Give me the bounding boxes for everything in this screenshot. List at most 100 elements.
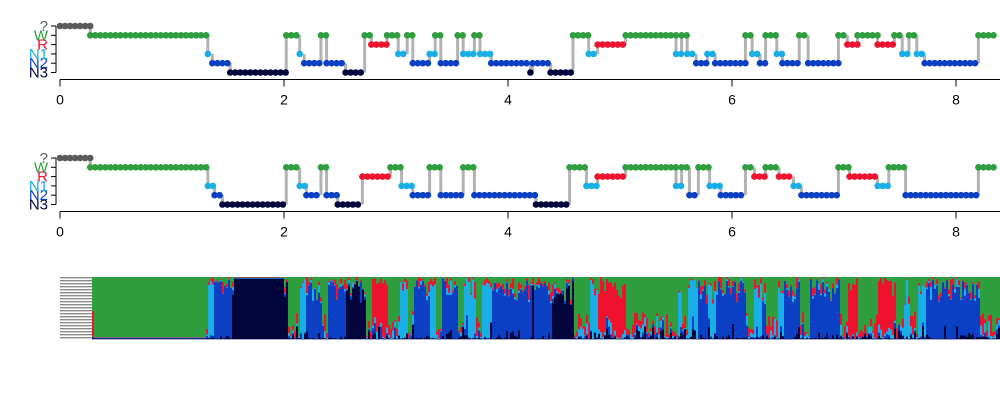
probability-band-N1 bbox=[812, 296, 815, 300]
probability-band-W bbox=[846, 277, 849, 322]
probability-band-W bbox=[314, 277, 317, 289]
probability-band-W bbox=[876, 277, 879, 315]
stage-point bbox=[459, 164, 467, 171]
probability-band-R bbox=[482, 283, 485, 285]
probability-band-N1 bbox=[134, 337, 137, 339]
probability-column bbox=[632, 277, 635, 340]
probability-band-N1 bbox=[304, 279, 307, 333]
probability-band-N3 bbox=[992, 338, 995, 340]
probability-column bbox=[242, 277, 245, 340]
stage-point bbox=[182, 32, 190, 39]
probability-column-unknown bbox=[82, 277, 84, 339]
probability-column bbox=[800, 277, 803, 340]
probability-band-N3 bbox=[648, 337, 651, 340]
probability-band-R bbox=[472, 277, 475, 280]
stage-segment-N1 bbox=[683, 50, 696, 58]
probability-band-N3 bbox=[812, 338, 815, 340]
probability-band-N2 bbox=[454, 287, 457, 340]
stage-point bbox=[249, 201, 256, 208]
probability-band-R bbox=[878, 280, 881, 325]
stage-point bbox=[845, 164, 852, 171]
probability-band-W bbox=[324, 277, 327, 315]
probability-band-N1 bbox=[352, 282, 355, 288]
probability-band-N1 bbox=[622, 334, 625, 339]
probability-band-W bbox=[524, 277, 527, 287]
stage-point bbox=[112, 32, 119, 39]
probability-band-N1 bbox=[814, 293, 817, 296]
unknown-hatch bbox=[78, 307, 80, 309]
stage-point bbox=[727, 59, 734, 67]
probability-band-W bbox=[436, 277, 439, 332]
probability-band-W bbox=[784, 277, 787, 282]
probability-band-W bbox=[508, 277, 511, 290]
probability-band-N3 bbox=[174, 338, 177, 340]
probability-band-N1 bbox=[252, 277, 255, 279]
probability-band-R bbox=[666, 314, 669, 338]
probability-column bbox=[246, 277, 249, 340]
probability-band-R bbox=[508, 289, 511, 297]
probability-band-N3 bbox=[414, 338, 417, 340]
probability-band-N1 bbox=[994, 335, 997, 339]
unknown-hatch bbox=[82, 307, 84, 309]
stage-point bbox=[357, 69, 365, 76]
probability-band-W bbox=[204, 277, 207, 338]
probability-band-N3 bbox=[506, 330, 509, 340]
probability-band-W bbox=[482, 277, 485, 284]
probability-band-W bbox=[820, 277, 823, 285]
unknown-hatch bbox=[78, 337, 80, 339]
probability-band-N1 bbox=[714, 290, 717, 334]
probability-band-W bbox=[294, 277, 297, 332]
probability-column bbox=[450, 277, 453, 340]
probability-band-N1 bbox=[568, 283, 571, 286]
unknown-hatch bbox=[70, 328, 72, 330]
stage-segment-N2 bbox=[487, 59, 530, 67]
stage-point bbox=[112, 164, 119, 171]
unknown-hatch bbox=[74, 304, 76, 306]
stage-point bbox=[756, 173, 763, 180]
stage-point bbox=[809, 59, 817, 67]
probability-band-N3 bbox=[822, 338, 825, 340]
probability-band-N2 bbox=[820, 295, 823, 339]
probability-band-R bbox=[938, 295, 941, 302]
unknown-hatch bbox=[84, 331, 86, 333]
probability-band-N3 bbox=[144, 338, 147, 340]
probability-band-N1 bbox=[516, 299, 519, 301]
stage-segment-W bbox=[695, 164, 712, 171]
probability-band-R bbox=[288, 326, 291, 334]
probability-column bbox=[932, 277, 935, 340]
probability-band-W bbox=[422, 277, 425, 280]
stage-segment-W bbox=[383, 32, 401, 39]
probability-band-W bbox=[176, 277, 179, 338]
stage-point bbox=[328, 59, 335, 67]
probability-column bbox=[234, 277, 237, 340]
probability-band-W bbox=[824, 277, 827, 290]
stage-point bbox=[426, 164, 433, 171]
probability-band-R bbox=[892, 295, 895, 336]
probability-band-N2 bbox=[722, 295, 725, 337]
probability-column bbox=[312, 277, 315, 340]
probability-band-N3 bbox=[246, 278, 249, 340]
unknown-hatch bbox=[90, 277, 92, 279]
unknown-hatch bbox=[64, 304, 66, 306]
stage-point bbox=[272, 69, 279, 76]
probability-band-R bbox=[742, 281, 745, 282]
probability-band-N3 bbox=[138, 338, 141, 340]
probability-band-W bbox=[816, 277, 819, 280]
probability-band-N3 bbox=[164, 338, 167, 340]
probability-band-N2 bbox=[956, 286, 959, 327]
probability-column bbox=[828, 277, 831, 340]
probability-band-W bbox=[924, 277, 927, 288]
unknown-hatch bbox=[68, 328, 70, 330]
stage-point bbox=[247, 69, 254, 76]
unknown-hatch bbox=[90, 328, 92, 330]
unknown-hatch bbox=[90, 292, 92, 294]
probability-band-R bbox=[100, 337, 103, 338]
probability-band-R bbox=[188, 337, 191, 338]
probability-band-R bbox=[146, 337, 149, 338]
stage-point bbox=[310, 59, 318, 67]
unknown-hatch bbox=[70, 322, 72, 324]
stage-point bbox=[722, 191, 730, 199]
probability-band-N2 bbox=[234, 278, 237, 280]
probability-band-W bbox=[572, 277, 575, 278]
unknown-hatch bbox=[82, 310, 84, 312]
